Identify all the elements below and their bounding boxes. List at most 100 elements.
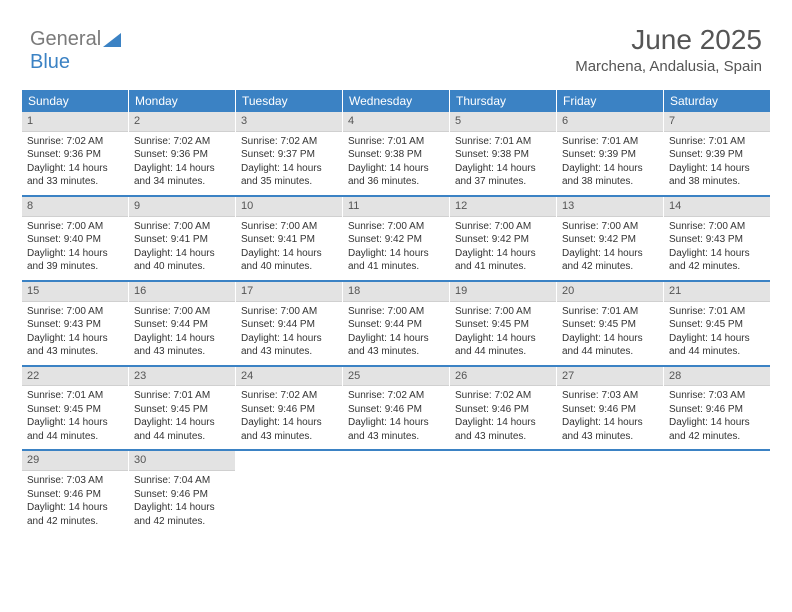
sunrise-text: Sunrise: 7:03 AM: [669, 389, 765, 403]
daylight-line2: and 35 minutes.: [241, 175, 337, 189]
sunrise-text: Sunrise: 7:02 AM: [27, 135, 123, 149]
day-cell: 1Sunrise: 7:02 AMSunset: 9:36 PMDaylight…: [22, 112, 129, 195]
day-number: 7: [664, 112, 770, 132]
sunrise-text: Sunrise: 7:00 AM: [455, 305, 551, 319]
sunset-text: Sunset: 9:45 PM: [562, 318, 658, 332]
day-number: 28: [664, 367, 770, 387]
sunset-text: Sunset: 9:40 PM: [27, 233, 123, 247]
daylight-line1: Daylight: 14 hours: [241, 162, 337, 176]
daylight-line2: and 43 minutes.: [27, 345, 123, 359]
day-number: 18: [343, 282, 449, 302]
daylight-line1: Daylight: 14 hours: [134, 162, 230, 176]
sunset-text: Sunset: 9:39 PM: [562, 148, 658, 162]
day-cell: 12Sunrise: 7:00 AMSunset: 9:42 PMDayligh…: [450, 197, 557, 280]
day-number: 5: [450, 112, 556, 132]
day-body: Sunrise: 7:00 AMSunset: 9:43 PMDaylight:…: [664, 217, 770, 280]
sunrise-text: Sunrise: 7:01 AM: [455, 135, 551, 149]
day-cell: 18Sunrise: 7:00 AMSunset: 9:44 PMDayligh…: [343, 282, 450, 365]
sunrise-text: Sunrise: 7:02 AM: [348, 389, 444, 403]
day-body: Sunrise: 7:00 AMSunset: 9:42 PMDaylight:…: [343, 217, 449, 280]
day-cell: 19Sunrise: 7:00 AMSunset: 9:45 PMDayligh…: [450, 282, 557, 365]
week-row: 22Sunrise: 7:01 AMSunset: 9:45 PMDayligh…: [22, 367, 770, 452]
sunrise-text: Sunrise: 7:00 AM: [348, 305, 444, 319]
sunset-text: Sunset: 9:41 PM: [134, 233, 230, 247]
day-body: Sunrise: 7:02 AMSunset: 9:37 PMDaylight:…: [236, 132, 342, 195]
sunrise-text: Sunrise: 7:01 AM: [562, 305, 658, 319]
daylight-line1: Daylight: 14 hours: [27, 332, 123, 346]
day-cell: 29Sunrise: 7:03 AMSunset: 9:46 PMDayligh…: [22, 451, 129, 534]
daylight-line1: Daylight: 14 hours: [134, 501, 230, 515]
day-body: Sunrise: 7:00 AMSunset: 9:41 PMDaylight:…: [129, 217, 235, 280]
day-cell: ..: [557, 451, 664, 534]
sunrise-text: Sunrise: 7:00 AM: [241, 220, 337, 234]
sunset-text: Sunset: 9:43 PM: [669, 233, 765, 247]
sunset-text: Sunset: 9:45 PM: [27, 403, 123, 417]
daylight-line2: and 43 minutes.: [134, 345, 230, 359]
sunset-text: Sunset: 9:43 PM: [27, 318, 123, 332]
day-number: 15: [22, 282, 128, 302]
day-body: Sunrise: 7:02 AMSunset: 9:46 PMDaylight:…: [450, 386, 556, 449]
week-row: 1Sunrise: 7:02 AMSunset: 9:36 PMDaylight…: [22, 112, 770, 197]
week-row: 15Sunrise: 7:00 AMSunset: 9:43 PMDayligh…: [22, 282, 770, 367]
daylight-line2: and 41 minutes.: [455, 260, 551, 274]
sunset-text: Sunset: 9:45 PM: [134, 403, 230, 417]
day-body: Sunrise: 7:00 AMSunset: 9:42 PMDaylight:…: [557, 217, 663, 280]
sunset-text: Sunset: 9:37 PM: [241, 148, 337, 162]
daylight-line2: and 43 minutes.: [348, 345, 444, 359]
daylight-line1: Daylight: 14 hours: [562, 162, 658, 176]
daylight-line1: Daylight: 14 hours: [669, 162, 765, 176]
day-cell: 16Sunrise: 7:00 AMSunset: 9:44 PMDayligh…: [129, 282, 236, 365]
sunset-text: Sunset: 9:36 PM: [27, 148, 123, 162]
daylight-line1: Daylight: 14 hours: [562, 416, 658, 430]
sunset-text: Sunset: 9:42 PM: [348, 233, 444, 247]
day-header-wednesday: Wednesday: [343, 90, 450, 112]
sunset-text: Sunset: 9:46 PM: [669, 403, 765, 417]
day-cell: 23Sunrise: 7:01 AMSunset: 9:45 PMDayligh…: [129, 367, 236, 450]
daylight-line1: Daylight: 14 hours: [241, 247, 337, 261]
daylight-line2: and 34 minutes.: [134, 175, 230, 189]
day-cell: 9Sunrise: 7:00 AMSunset: 9:41 PMDaylight…: [129, 197, 236, 280]
day-header-row: SundayMondayTuesdayWednesdayThursdayFrid…: [22, 90, 770, 112]
daylight-line1: Daylight: 14 hours: [241, 332, 337, 346]
day-number: 4: [343, 112, 449, 132]
daylight-line1: Daylight: 14 hours: [455, 247, 551, 261]
sunrise-text: Sunrise: 7:00 AM: [241, 305, 337, 319]
day-cell: 2Sunrise: 7:02 AMSunset: 9:36 PMDaylight…: [129, 112, 236, 195]
daylight-line2: and 42 minutes.: [669, 430, 765, 444]
sunset-text: Sunset: 9:41 PM: [241, 233, 337, 247]
daylight-line1: Daylight: 14 hours: [27, 247, 123, 261]
brand-triangle-icon: [103, 33, 121, 47]
day-body: Sunrise: 7:00 AMSunset: 9:44 PMDaylight:…: [129, 302, 235, 365]
sunset-text: Sunset: 9:44 PM: [348, 318, 444, 332]
daylight-line2: and 38 minutes.: [669, 175, 765, 189]
daylight-line1: Daylight: 14 hours: [27, 501, 123, 515]
day-body: Sunrise: 7:02 AMSunset: 9:36 PMDaylight:…: [22, 132, 128, 195]
day-number: 21: [664, 282, 770, 302]
day-body: Sunrise: 7:00 AMSunset: 9:45 PMDaylight:…: [450, 302, 556, 365]
day-body: Sunrise: 7:03 AMSunset: 9:46 PMDaylight:…: [664, 386, 770, 449]
daylight-line1: Daylight: 14 hours: [669, 416, 765, 430]
day-body: Sunrise: 7:00 AMSunset: 9:44 PMDaylight:…: [236, 302, 342, 365]
sunset-text: Sunset: 9:46 PM: [241, 403, 337, 417]
day-header-tuesday: Tuesday: [236, 90, 343, 112]
day-cell: 20Sunrise: 7:01 AMSunset: 9:45 PMDayligh…: [557, 282, 664, 365]
sunrise-text: Sunrise: 7:03 AM: [27, 474, 123, 488]
day-cell: 24Sunrise: 7:02 AMSunset: 9:46 PMDayligh…: [236, 367, 343, 450]
day-number: 12: [450, 197, 556, 217]
sunrise-text: Sunrise: 7:02 AM: [241, 135, 337, 149]
daylight-line1: Daylight: 14 hours: [27, 162, 123, 176]
day-header-monday: Monday: [129, 90, 236, 112]
day-body: Sunrise: 7:04 AMSunset: 9:46 PMDaylight:…: [129, 471, 235, 534]
day-body: Sunrise: 7:02 AMSunset: 9:46 PMDaylight:…: [236, 386, 342, 449]
sunrise-text: Sunrise: 7:00 AM: [455, 220, 551, 234]
daylight-line1: Daylight: 14 hours: [562, 247, 658, 261]
sunrise-text: Sunrise: 7:00 AM: [134, 305, 230, 319]
daylight-line2: and 33 minutes.: [27, 175, 123, 189]
day-number: 10: [236, 197, 342, 217]
brand-logo: General Blue: [30, 28, 121, 74]
sunset-text: Sunset: 9:44 PM: [134, 318, 230, 332]
week-row: 29Sunrise: 7:03 AMSunset: 9:46 PMDayligh…: [22, 451, 770, 534]
daylight-line1: Daylight: 14 hours: [348, 162, 444, 176]
day-cell: 28Sunrise: 7:03 AMSunset: 9:46 PMDayligh…: [664, 367, 770, 450]
daylight-line1: Daylight: 14 hours: [455, 162, 551, 176]
